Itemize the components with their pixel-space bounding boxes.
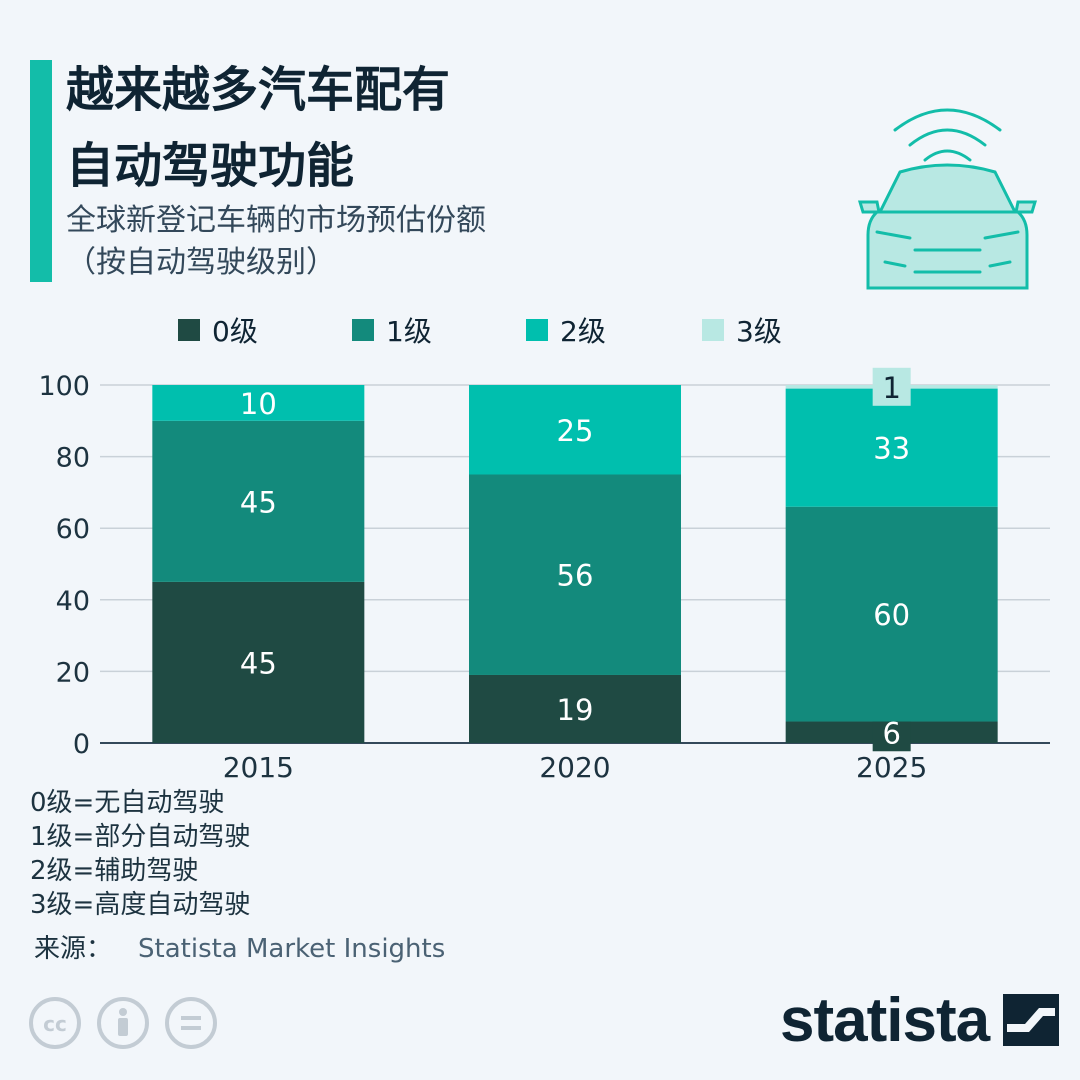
- legend-swatch: [526, 319, 548, 341]
- level-definition: 0级=无自动驾驶: [30, 788, 225, 818]
- legend-item-level-2: 2级: [526, 312, 606, 348]
- data-label: 60: [873, 598, 910, 632]
- data-label: 45: [240, 485, 277, 519]
- no-derivatives-icon[interactable]: [164, 996, 218, 1050]
- legend-item-level-3: 3级: [702, 312, 782, 348]
- y-tick-label: 0: [73, 729, 90, 760]
- x-tick-label: 2015: [223, 751, 294, 780]
- data-label: 6: [882, 716, 900, 750]
- y-tick-label: 100: [38, 371, 90, 402]
- bar-segment: [152, 420, 365, 582]
- bar-segment: [152, 581, 365, 743]
- level-definitions: 0级=无自动驾驶 1级=部分自动驾驶 2级=辅助驾驶 3级=高度自动驾驶: [30, 786, 250, 922]
- title-line-1: 越来越多汽车配有: [66, 62, 451, 118]
- data-label: 25: [557, 414, 594, 448]
- chart-legend: 0级 1级 2级 3级: [0, 312, 1080, 352]
- legend-label: 1级: [386, 315, 432, 348]
- x-tick-label: 2020: [539, 751, 610, 780]
- connected-car-icon: [857, 108, 1038, 290]
- bar-segment: [785, 388, 998, 507]
- title-accent-bar: [30, 60, 52, 282]
- data-label: 10: [240, 387, 277, 421]
- legend-label: 0级: [212, 315, 258, 348]
- level-definition: 2级=辅助驾驶: [30, 856, 199, 886]
- statista-logo[interactable]: statista: [780, 980, 1060, 1060]
- statista-mark-icon: [1003, 994, 1060, 1046]
- legend-swatch: [178, 319, 200, 341]
- data-label: 45: [240, 646, 277, 680]
- level-definition: 1级=部分自动驾驶: [30, 822, 251, 852]
- bar-segment: [785, 506, 998, 722]
- title-line-2: 自动驾驶功能: [66, 138, 355, 194]
- y-tick-label: 60: [56, 514, 90, 545]
- creative-commons-icon[interactable]: cc: [28, 996, 82, 1050]
- legend-swatch: [352, 319, 374, 341]
- data-label-badge: [872, 367, 911, 406]
- bar-segment: [469, 474, 681, 675]
- data-label: 33: [873, 432, 910, 466]
- legend-swatch: [702, 319, 724, 341]
- chart-subtitle: 全球新登记车辆的市场预估份额 （按自动驾驶级别）: [66, 200, 686, 284]
- y-tick-label: 20: [56, 657, 90, 688]
- bar-segment: [469, 674, 681, 743]
- brand-wordmark: statista: [780, 985, 990, 1055]
- data-label: 1: [882, 371, 900, 405]
- data-label: 56: [557, 559, 594, 593]
- bar-segment: [152, 385, 365, 421]
- stacked-bar-chart: 0 20 40 60 80 100 45 45 10 2015 19 56 25 2020 6 60 33 1 20…: [38, 367, 1050, 780]
- legend-item-level-1: 1级: [352, 312, 432, 348]
- subtitle-line-1: 全球新登记车辆的市场预估份额: [66, 203, 486, 238]
- legend-label: 2级: [560, 315, 606, 348]
- license-icons: cc: [28, 996, 218, 1052]
- y-tick-label: 40: [56, 586, 90, 617]
- x-tick-label: 2025: [856, 751, 927, 780]
- chart-title: 越来越多汽车配有 自动驾驶功能: [66, 52, 666, 204]
- legend-item-level-0: 0级: [178, 312, 258, 348]
- source-line: 来源： Statista Market Insights: [34, 928, 445, 965]
- bar-segment: [469, 385, 681, 475]
- level-definition: 3级=高度自动驾驶: [30, 890, 251, 920]
- data-label: 19: [557, 693, 594, 727]
- source-label: 来源：: [34, 934, 113, 964]
- source-value: Statista Market Insights: [138, 934, 446, 964]
- y-tick-label: 80: [56, 443, 90, 474]
- legend-label: 3级: [736, 315, 782, 348]
- attribution-icon[interactable]: [96, 996, 150, 1050]
- subtitle-line-2: （按自动驾驶级别）: [66, 245, 336, 280]
- svg-text:cc: cc: [43, 1012, 67, 1036]
